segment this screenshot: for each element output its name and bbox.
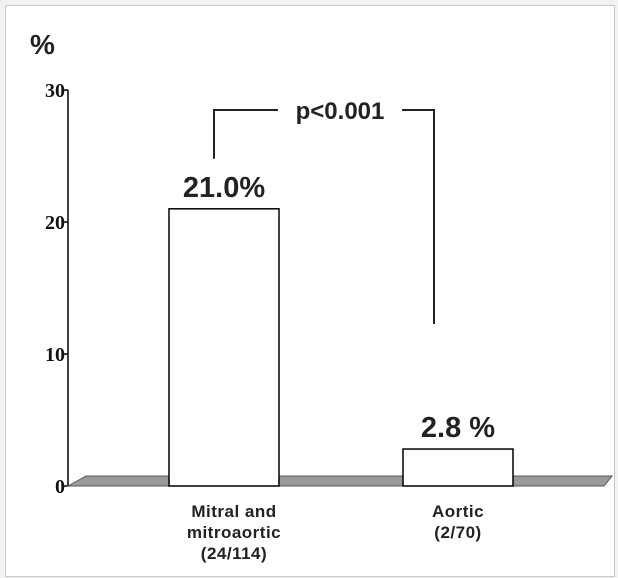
bar — [402, 448, 514, 487]
y-unit-label: % — [30, 29, 55, 60]
bar — [168, 208, 280, 487]
y-axis: 0 10 20 30 — [45, 80, 69, 498]
chart-floor — [66, 475, 614, 487]
bars: 21.0% 2.8 % — [168, 172, 514, 487]
y-tick-label: 30 — [45, 80, 65, 102]
bar-value-label: 21.0% — [183, 172, 265, 204]
bar-chart: % 0 10 20 30 21.0% 2.8 % p<0.001 Mitral and m… — [30, 29, 614, 563]
bar-value-label: 2.8 % — [421, 412, 495, 444]
x-category-label: (24/114) — [201, 544, 267, 563]
y-tick-label: 10 — [45, 344, 65, 366]
significance-bracket: p<0.001 — [213, 98, 435, 324]
x-axis-labels: Mitral and mitroaortic (24/114) Aortic (2/70… — [187, 502, 484, 563]
floor-plane — [66, 475, 614, 487]
x-category-label: Aortic — [432, 502, 484, 521]
x-category-label: (2/70) — [434, 523, 481, 542]
y-tick-label: 20 — [45, 212, 65, 234]
figure-panel: % 0 10 20 30 21.0% 2.8 % p<0.001 Mitral and m… — [5, 5, 615, 577]
bracket-right-arm — [402, 109, 435, 324]
x-category-label: mitroaortic — [187, 523, 281, 542]
y-tick-label: 0 — [55, 476, 65, 498]
p-value-annotation: p<0.001 — [296, 98, 385, 125]
bracket-left-arm — [213, 109, 278, 159]
x-category-label: Mitral and — [191, 502, 276, 521]
